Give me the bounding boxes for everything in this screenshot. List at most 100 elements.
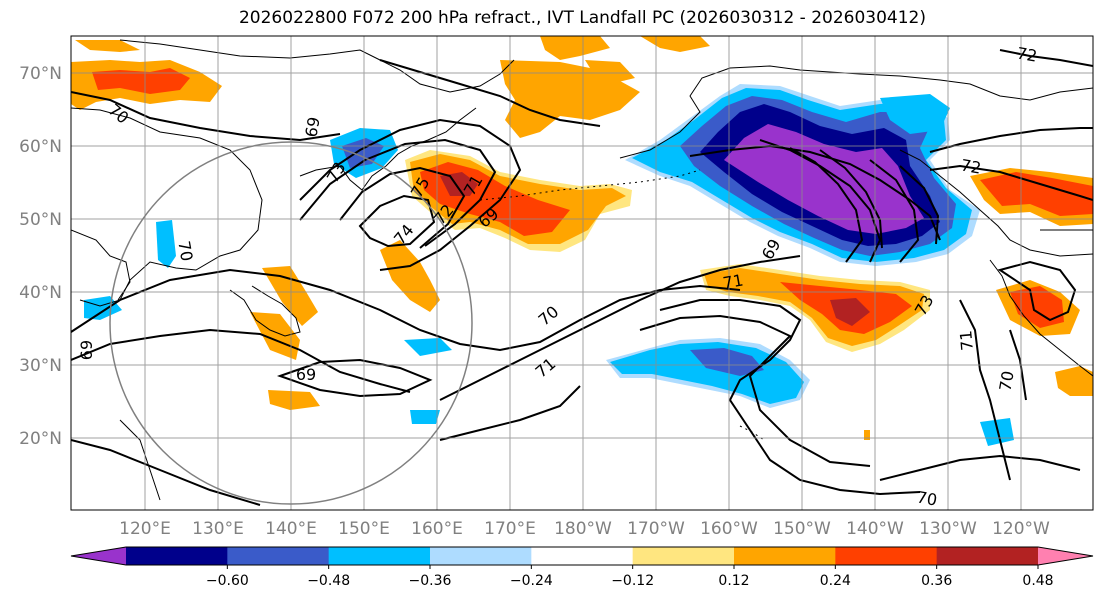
contour-line (759, 139, 882, 263)
coastline-korea-japan (229, 285, 301, 337)
colorbar-tick-label: 0.36 (921, 573, 952, 589)
contour-line (71, 328, 411, 393)
shade-blue (156, 220, 176, 268)
lon-label: 120°W (992, 519, 1050, 539)
shade-medblue (690, 348, 764, 376)
lon-label: 170°W (627, 519, 685, 539)
colorbar-tick-label: −0.12 (611, 573, 654, 589)
coastline-bc (899, 149, 1093, 257)
colorbar-segment (328, 547, 431, 565)
shade-darkred (440, 172, 478, 196)
shade-orange (268, 390, 320, 410)
shade-red (92, 68, 190, 94)
colorbar-extend-low (71, 547, 126, 565)
contour-label: 70 (915, 487, 938, 509)
shade-orange (640, 36, 710, 52)
lon-label: 130°W (919, 519, 977, 539)
colorbar: −0.60 −0.48 −0.36 −0.24 −0.12 0.12 0.24 0.36 0.4… (70, 546, 1094, 589)
contour-label: 70 (174, 239, 196, 262)
shade-red (1010, 286, 1064, 328)
lon-label: 140°W (846, 519, 904, 539)
contour-label: 70 (995, 369, 1017, 392)
contour-line (299, 138, 497, 247)
colorbar-segment (734, 547, 836, 565)
lat-axis: 70°N 60°N 50°N 40°N 30°N 20°N (19, 64, 62, 449)
colorbar-tick-label: 0.12 (718, 573, 749, 589)
lat-label: 40°N (19, 283, 62, 303)
coastline-asia (71, 107, 263, 307)
contour-line (929, 127, 1093, 153)
colorbar-segment (835, 547, 938, 565)
contour-line (899, 165, 940, 245)
lon-label: 130°E (192, 519, 244, 539)
contour-line (358, 194, 436, 248)
contour-line (276, 358, 433, 398)
colorbar-tick-label: −0.60 (206, 573, 249, 589)
shade-blue (84, 296, 122, 320)
colorbar-outline (70, 546, 1094, 566)
coastline-aleutians (479, 169, 701, 201)
shade-blue (410, 410, 440, 424)
shade-orange (75, 40, 140, 52)
contour-label: 72 (959, 155, 982, 177)
colorbar-segment (227, 547, 330, 565)
contour-label: 70 (535, 302, 563, 330)
contour-line (999, 49, 1093, 67)
contour-line (1009, 329, 1027, 401)
contour-line (997, 260, 1077, 322)
shade-orange (380, 240, 440, 312)
contour-line (71, 268, 741, 352)
contour-line (439, 385, 581, 441)
contour-line (659, 299, 921, 496)
shade-darkred (830, 298, 870, 326)
contour-label: 69 (296, 365, 316, 384)
colorbar-tick-label: −0.48 (307, 573, 350, 589)
colorbar-segment (531, 547, 634, 565)
contour-label: 71 (721, 270, 744, 292)
lat-label: 30°N (19, 356, 62, 376)
contour-line (819, 149, 883, 249)
contour-label: 69 (301, 115, 323, 138)
shade-orange (585, 60, 635, 84)
shade-blue (404, 338, 452, 356)
shade-red (980, 172, 1093, 216)
shade-orange (250, 312, 300, 360)
contour-label: 69 (77, 340, 96, 360)
contour-line (959, 299, 1011, 481)
contour-line (379, 59, 601, 127)
radius-circle (109, 141, 473, 505)
contour-lines (71, 49, 1093, 506)
lat-label: 60°N (19, 137, 62, 157)
colorbar-tick-label: 0.48 (1022, 573, 1053, 589)
shading-layer (71, 36, 1093, 446)
coastline-uswest (989, 259, 1093, 377)
contour-line (689, 144, 941, 241)
colorbar-segment (936, 547, 1039, 565)
contour-line (929, 164, 1093, 201)
colorbar-tick-label: −0.36 (409, 573, 452, 589)
colorbar-extend-high (1038, 547, 1093, 565)
contour-line (869, 159, 920, 263)
contour-line (71, 91, 341, 142)
map-frame (70, 35, 1094, 511)
shade-orange (1055, 366, 1093, 396)
lat-label: 70°N (19, 64, 62, 84)
lon-label: 180°W (554, 519, 612, 539)
coastline-alaska (619, 65, 1093, 159)
shade-orange (262, 266, 318, 326)
lon-label: 160°E (411, 519, 463, 539)
shade-blue (610, 342, 804, 404)
lon-axis: 120°E 130°E 140°E 150°E 160°E 170°E 180°… (119, 519, 1050, 539)
map-title: 2026022800 F072 200 hPa refract., IVT La… (238, 8, 926, 28)
contour-line (639, 314, 871, 467)
coastline-asia2 (71, 229, 131, 301)
colorbar-tick-label: −0.24 (510, 573, 553, 589)
contour-line (439, 255, 801, 401)
colorbar-tick-label: 0.24 (820, 573, 851, 589)
contour-label: 72 (1015, 43, 1038, 65)
shade-lightblue (880, 94, 950, 134)
lat-label: 20°N (19, 429, 62, 449)
lon-label: 120°E (119, 519, 171, 539)
shade-orange (540, 36, 610, 60)
lon-label: 160°W (700, 519, 758, 539)
